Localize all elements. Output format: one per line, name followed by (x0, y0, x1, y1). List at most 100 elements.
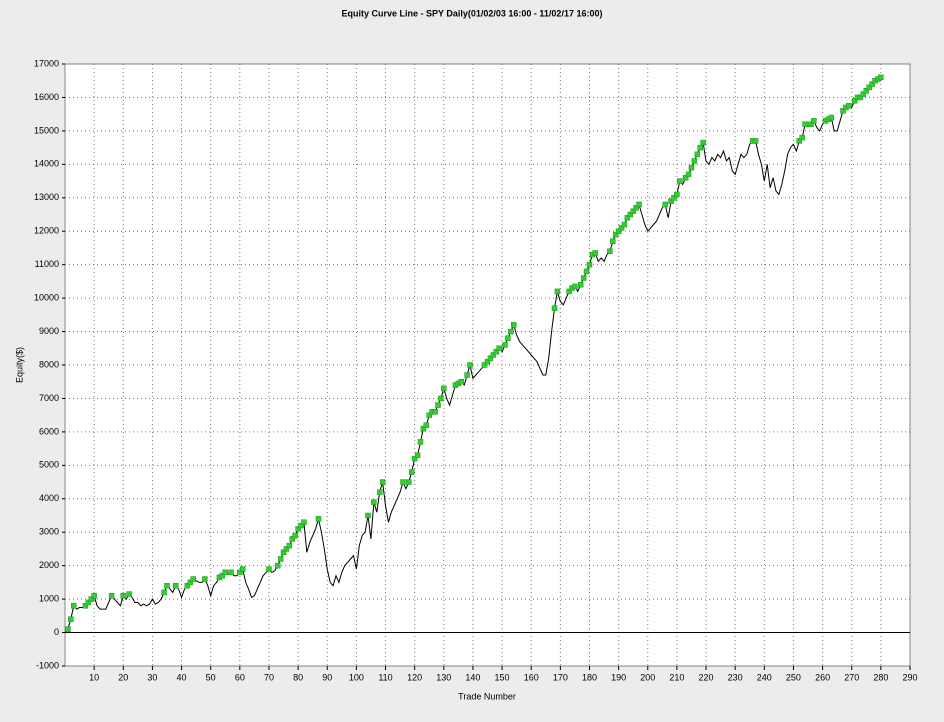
new-high-marker (202, 576, 208, 582)
new-high-marker (277, 556, 284, 562)
new-high-marker (400, 479, 406, 485)
x-tick-label: 170 (553, 672, 568, 682)
new-high-marker (68, 616, 74, 622)
new-high-marker (161, 589, 167, 596)
new-high-marker (577, 281, 584, 288)
y-tick-label: 10000 (34, 292, 59, 302)
new-high-marker (505, 335, 511, 341)
new-high-marker (510, 322, 517, 328)
new-high-marker (636, 201, 642, 208)
new-high-marker (91, 593, 97, 599)
new-high-marker (612, 231, 619, 238)
x-tick-label: 110 (378, 672, 392, 682)
new-high-marker (851, 98, 858, 104)
y-axis-label: Equity($) (14, 347, 24, 383)
new-high-marker (802, 121, 808, 127)
new-high-marker (423, 422, 430, 428)
y-tick-label: 15000 (34, 125, 59, 135)
x-tick-label: 50 (206, 672, 216, 682)
new-high-marker (85, 599, 92, 606)
new-high-marker (496, 345, 502, 352)
new-high-marker (618, 225, 625, 231)
y-tick-label: 4000 (39, 493, 59, 503)
new-high-marker (88, 596, 94, 602)
x-tick-label: 260 (815, 672, 830, 682)
new-high-marker (484, 358, 491, 365)
new-high-marker (580, 275, 587, 281)
new-high-marker (408, 469, 415, 475)
y-tick-label: 3000 (39, 527, 59, 537)
new-high-marker (108, 593, 115, 599)
new-high-marker (677, 178, 683, 184)
new-high-marker (700, 139, 706, 146)
new-high-marker (298, 522, 304, 529)
new-high-marker (266, 566, 272, 572)
x-tick-label: 160 (524, 672, 539, 682)
new-high-marker (365, 512, 371, 519)
new-high-marker (674, 191, 680, 198)
new-high-marker (610, 238, 616, 245)
new-high-marker (627, 211, 634, 218)
new-high-marker (694, 151, 701, 158)
new-high-marker (671, 195, 677, 201)
x-tick-label: 20 (118, 672, 128, 682)
y-tick-label: 2000 (39, 560, 59, 570)
new-high-marker (828, 114, 835, 121)
new-high-marker (82, 603, 89, 609)
new-high-marker (592, 250, 599, 256)
new-high-marker (190, 576, 196, 582)
new-high-marker (799, 134, 805, 141)
new-high-marker (493, 348, 499, 355)
new-high-marker (811, 118, 817, 124)
y-tick-label: 5000 (39, 460, 59, 470)
new-high-marker (126, 591, 132, 597)
x-tick-label: 60 (235, 672, 245, 682)
plot-area (64, 63, 911, 667)
y-tick-label: 16000 (34, 92, 59, 102)
x-tick-label: 40 (177, 672, 187, 682)
new-high-marker (668, 198, 674, 204)
new-high-marker (502, 342, 508, 348)
x-tick-label: 120 (407, 672, 422, 682)
new-high-marker (184, 582, 191, 589)
y-tick-label: 8000 (39, 359, 59, 369)
new-high-marker (65, 626, 71, 632)
x-tick-label: 70 (264, 672, 274, 682)
new-high-marker (417, 439, 424, 445)
new-high-marker (508, 328, 514, 335)
new-high-marker (688, 164, 695, 171)
new-high-marker (685, 171, 692, 178)
y-tick-label: 14000 (34, 159, 59, 169)
new-high-marker (438, 395, 444, 402)
new-high-marker (464, 372, 470, 378)
x-tick-label: 150 (495, 672, 510, 682)
new-high-marker (869, 81, 875, 87)
new-high-marker (219, 572, 226, 579)
new-high-marker (487, 355, 494, 362)
x-tick-label: 190 (611, 672, 626, 682)
new-high-marker (572, 283, 578, 290)
x-tick-label: 270 (844, 672, 859, 682)
new-high-marker (586, 261, 593, 268)
new-high-marker (878, 74, 884, 81)
new-high-marker (414, 452, 421, 459)
y-tick-label: 17000 (34, 58, 59, 68)
new-high-marker (426, 412, 432, 418)
x-tick-label: 200 (640, 672, 655, 682)
new-high-marker (222, 569, 229, 576)
x-tick-label: 290 (902, 672, 917, 682)
y-tick-label: 7000 (39, 393, 59, 403)
new-high-marker (682, 174, 689, 181)
new-high-marker (662, 201, 668, 208)
new-high-marker (458, 378, 465, 385)
x-tick-label: 250 (786, 672, 801, 682)
new-high-marker (292, 532, 298, 539)
new-high-marker (860, 91, 867, 97)
y-tick-label: 6000 (39, 426, 59, 436)
new-high-marker (846, 103, 852, 109)
new-high-marker (583, 268, 590, 275)
new-high-marker (120, 593, 127, 599)
equity-line (64, 76, 882, 633)
new-high-marker (621, 221, 628, 228)
